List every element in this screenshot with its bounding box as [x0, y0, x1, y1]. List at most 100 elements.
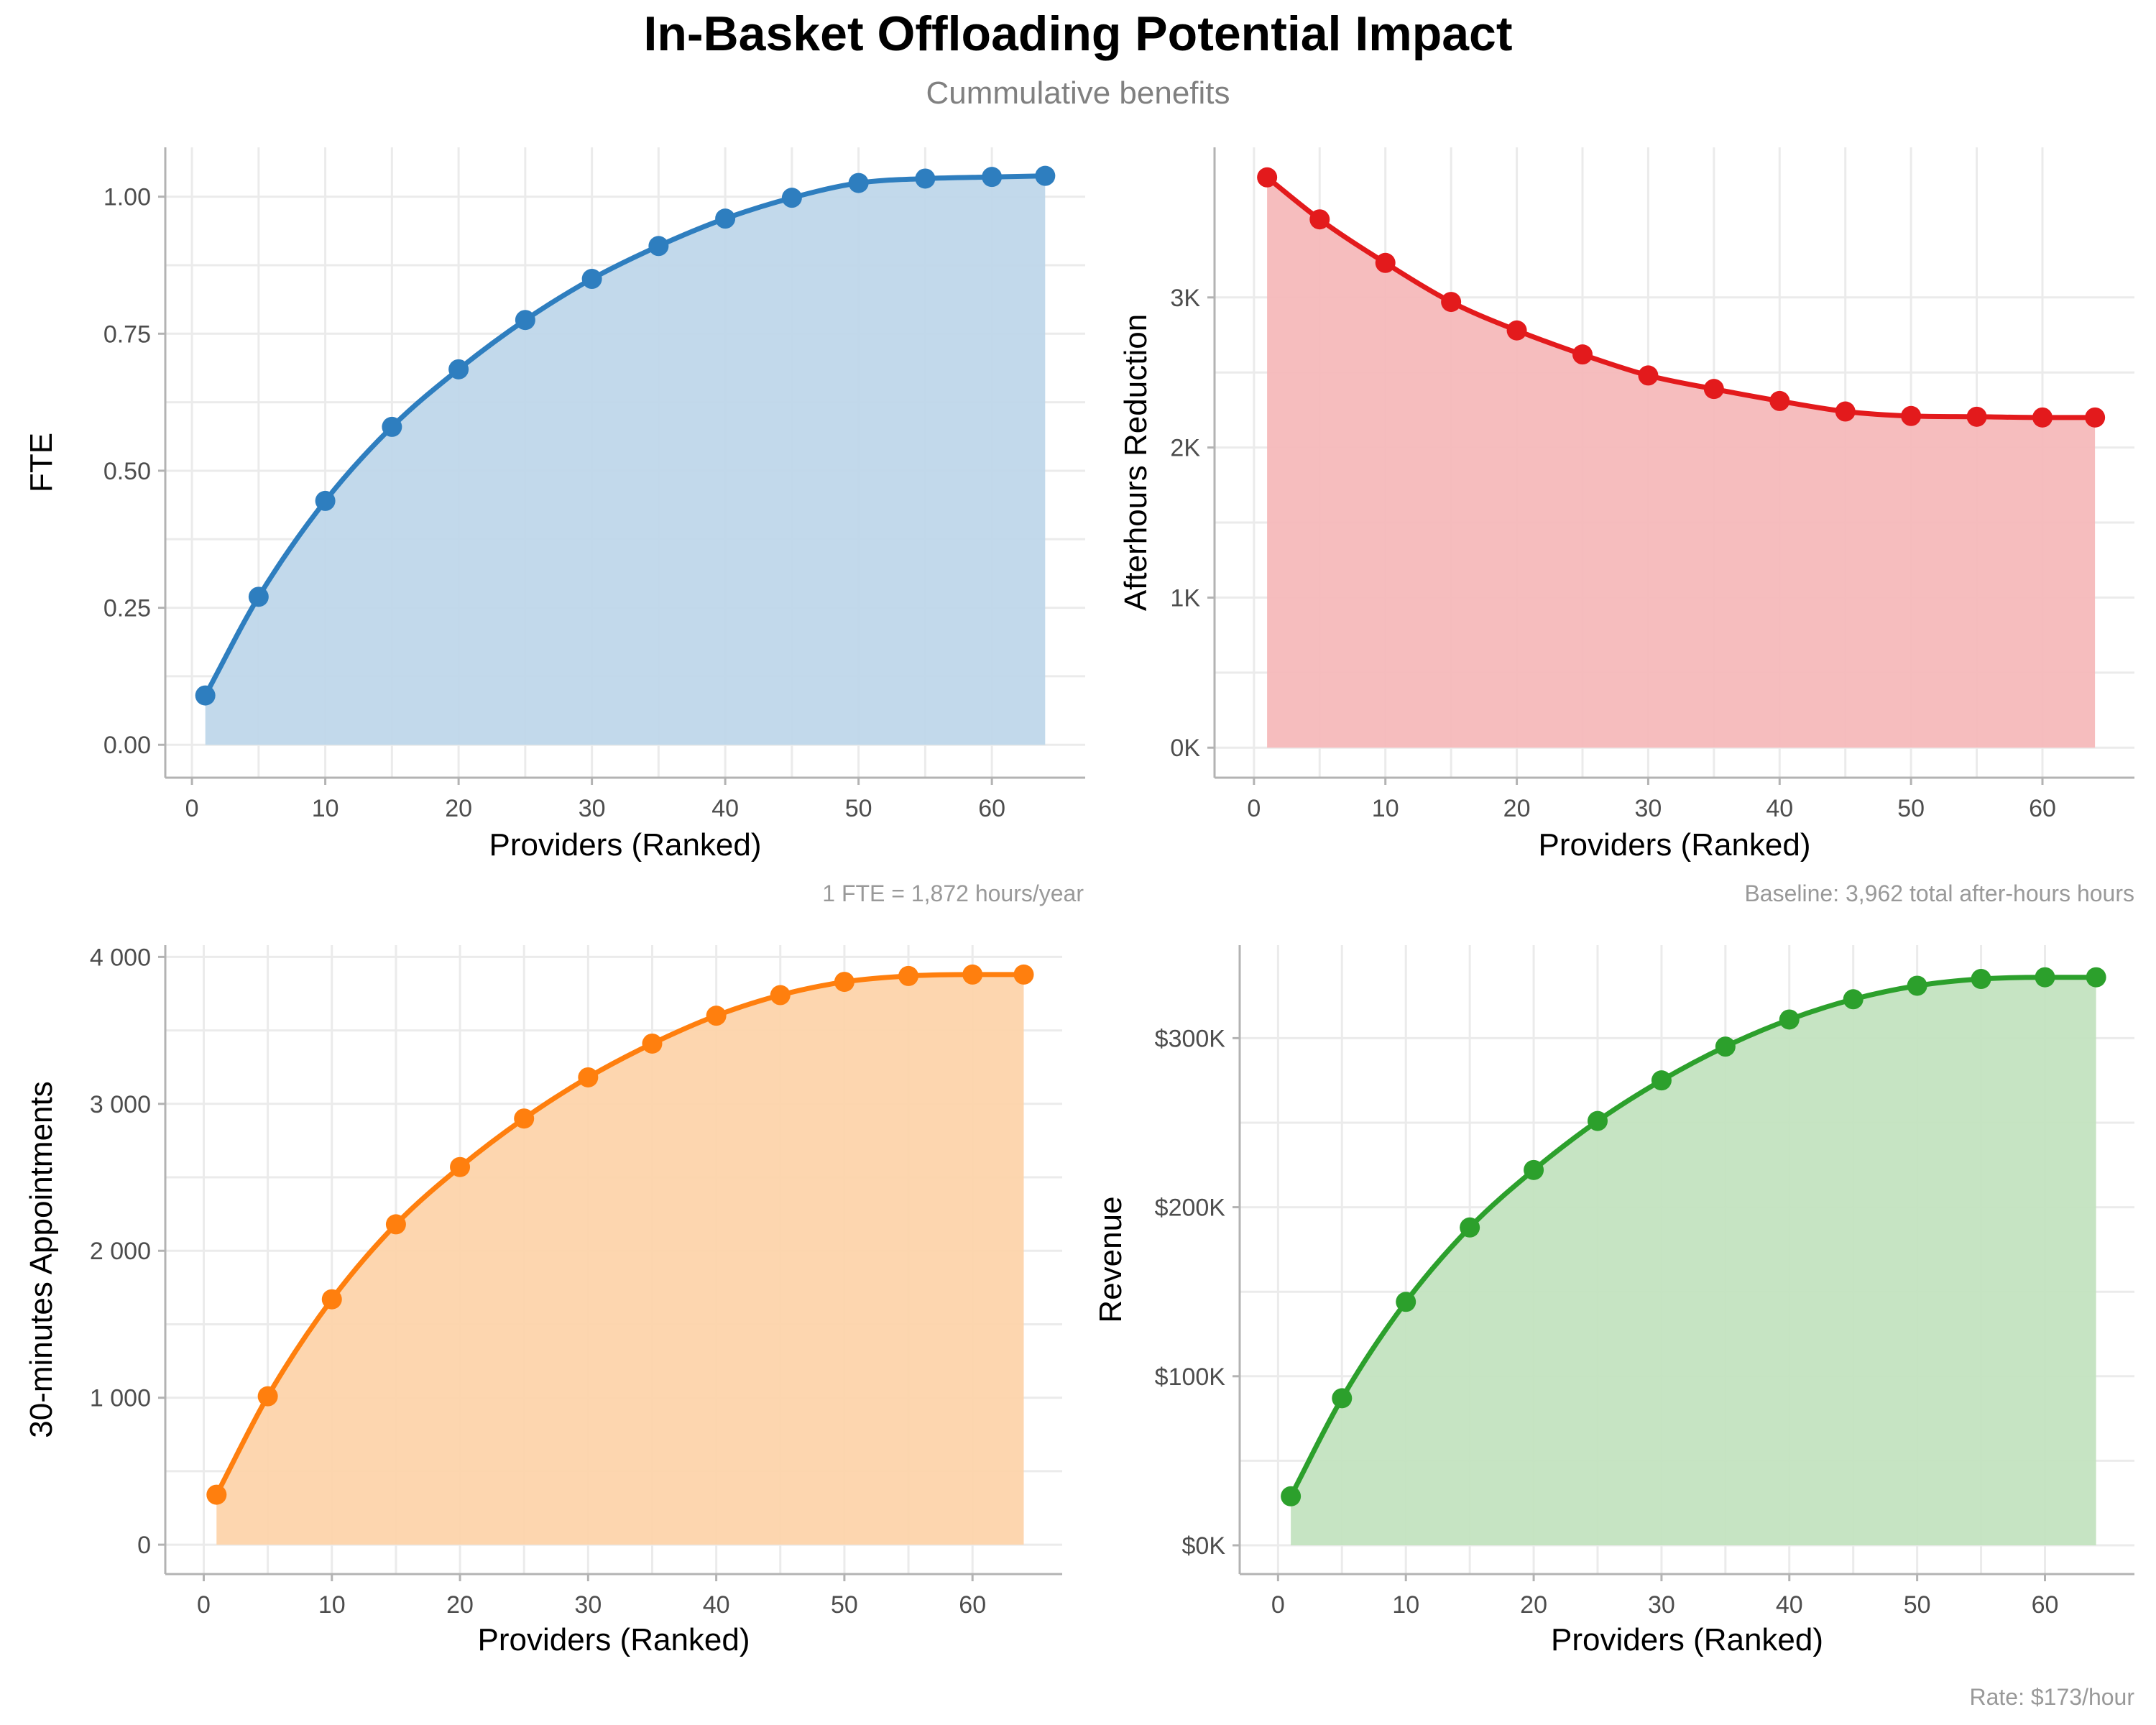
y-tick-label: 3 000: [90, 1091, 151, 1118]
data-point: [1441, 292, 1462, 313]
series-area: [216, 974, 1024, 1545]
revenue-panel: 0 10 20 30 40 50 60 $0K $100K $200K $300K Providers…: [1093, 945, 2134, 1710]
data-point: [648, 236, 669, 257]
data-point: [1638, 365, 1659, 386]
figure-title: In-Basket Offloading Potential Impact: [643, 6, 1512, 61]
data-point: [1257, 167, 1278, 188]
data-point: [1715, 1036, 1736, 1057]
data-point: [448, 359, 469, 380]
y-tick-label: 1 000: [90, 1385, 151, 1412]
x-tick-label: 0: [197, 1591, 211, 1619]
fte-panel: 0 10 20 30 40 50 60 0.00 0.25 0.50 0.75 1.00 Provide…: [24, 147, 1085, 906]
x-tick-label: 60: [978, 795, 1005, 822]
data-point: [1588, 1110, 1608, 1131]
x-tick-label: 50: [845, 795, 872, 822]
y-tick-label: 4 000: [90, 944, 151, 971]
data-point: [1901, 405, 1922, 426]
x-axis-title: Providers (Ranked): [1538, 827, 1810, 862]
data-point: [715, 208, 736, 229]
data-point: [1013, 964, 1034, 985]
data-point: [770, 985, 791, 1006]
x-tick-label: 50: [1897, 795, 1925, 822]
data-point: [1396, 1292, 1416, 1312]
x-tick-label: 20: [446, 1591, 474, 1619]
data-point: [2032, 407, 2053, 428]
y-tick-label: $100K: [1155, 1363, 1226, 1391]
data-point: [1971, 969, 1991, 990]
x-tick-label: 30: [579, 795, 606, 822]
data-point: [1843, 989, 1864, 1010]
data-point: [382, 416, 402, 437]
y-tick-label: 1K: [1170, 584, 1200, 612]
data-point: [2035, 967, 2055, 988]
data-point: [2085, 407, 2106, 428]
data-point: [706, 1006, 727, 1026]
x-tick-label: 0: [1271, 1591, 1285, 1619]
y-axis-title: Afterhours Reduction: [1118, 314, 1153, 611]
data-point: [1769, 390, 1790, 411]
data-point: [848, 172, 869, 193]
afterhours-panel: 0 10 20 30 40 50 60 0K 1K 2K 3K Providers (Ranked) A…: [1118, 147, 2134, 906]
data-point: [1651, 1070, 1672, 1091]
x-tick-label: 30: [1648, 1591, 1675, 1619]
x-axis-title: Providers (Ranked): [1551, 1622, 1823, 1657]
y-axis-title: Revenue: [1093, 1196, 1128, 1322]
y-tick-label: 1.00: [103, 184, 151, 211]
y-tick-label: $200K: [1155, 1195, 1226, 1222]
y-tick-label: 0.25: [103, 595, 151, 622]
x-tick-label: 60: [959, 1591, 986, 1619]
x-tick-label: 40: [1766, 795, 1793, 822]
x-tick-label: 10: [318, 1591, 346, 1619]
data-point: [195, 685, 216, 706]
x-tick-label: 50: [1904, 1591, 1931, 1619]
y-tick-label: 0.00: [103, 732, 151, 759]
panel-caption: Baseline: 3,962 total after-hours hours: [1744, 880, 2134, 906]
x-tick-label: 60: [2029, 795, 2056, 822]
data-point: [450, 1156, 471, 1177]
data-point: [315, 490, 336, 511]
x-tick-label: 10: [1392, 1591, 1419, 1619]
data-point: [578, 1067, 599, 1087]
panel-caption: 1 FTE = 1,872 hours/year: [822, 880, 1084, 906]
data-point: [581, 269, 602, 290]
data-point: [781, 188, 802, 208]
data-point: [1035, 165, 1056, 186]
data-point: [915, 168, 936, 189]
x-tick-label: 20: [1520, 1591, 1547, 1619]
data-point: [1524, 1159, 1544, 1180]
appointments-panel: 0 10 20 30 40 50 60 0 1 000 2 000 3 000 4 000 Provid…: [24, 944, 1062, 1657]
series-area: [205, 175, 1046, 745]
x-axis-title: Providers (Ranked): [477, 1622, 750, 1657]
y-tick-label: 3K: [1170, 285, 1200, 312]
x-tick-label: 10: [1372, 795, 1399, 822]
y-axis-title: FTE: [24, 433, 59, 492]
data-point: [1506, 320, 1527, 341]
x-tick-label: 30: [574, 1591, 602, 1619]
y-tick-label: 0: [137, 1532, 151, 1559]
series-area: [1267, 177, 2096, 748]
data-point: [1835, 401, 1856, 422]
data-point: [257, 1386, 278, 1407]
y-tick-label: 0.50: [103, 458, 151, 485]
data-point: [962, 964, 983, 985]
data-point: [1281, 1486, 1302, 1506]
x-tick-label: 40: [711, 795, 739, 822]
x-tick-label: 20: [445, 795, 472, 822]
data-point: [206, 1484, 227, 1505]
data-point: [2086, 967, 2106, 988]
x-tick-label: 60: [2032, 1591, 2059, 1619]
x-tick-label: 10: [312, 795, 339, 822]
x-tick-label: 0: [1247, 795, 1261, 822]
y-tick-label: 0.75: [103, 321, 151, 348]
y-tick-label: 2K: [1170, 435, 1200, 462]
x-axis-title: Providers (Ranked): [489, 827, 761, 862]
x-tick-label: 40: [1776, 1591, 1803, 1619]
y-tick-label: 2 000: [90, 1238, 151, 1265]
data-point: [1572, 344, 1593, 365]
x-tick-label: 0: [185, 795, 199, 822]
y-tick-label: $300K: [1155, 1025, 1226, 1052]
data-point: [514, 1108, 535, 1129]
x-tick-label: 40: [703, 1591, 730, 1619]
x-tick-label: 50: [831, 1591, 858, 1619]
data-point: [898, 965, 919, 986]
